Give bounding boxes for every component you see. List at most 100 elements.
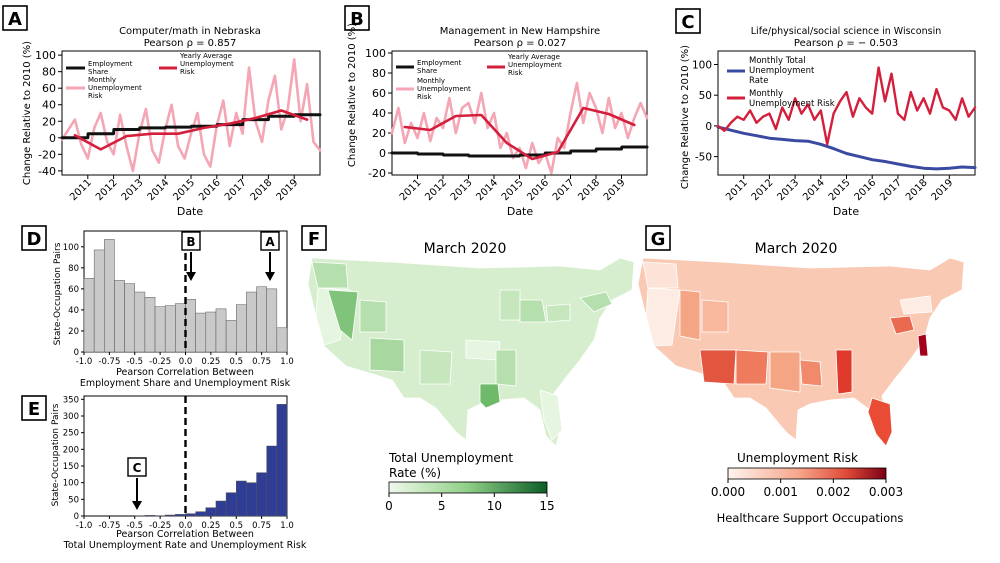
state-region	[899, 295, 933, 315]
state-region	[679, 289, 701, 341]
panel-e-ylabel: State-Occupation Pairs	[51, 403, 61, 506]
y-tick-label: 100	[35, 49, 56, 62]
x-tick-label: 0.75	[252, 357, 271, 367]
x-tick-label: -0.25	[149, 521, 171, 531]
state-region	[867, 397, 893, 447]
panel-b-xlabel: Date	[507, 205, 534, 218]
y-tick-label: 250	[63, 429, 79, 439]
x-tick-label: 2019	[275, 177, 301, 203]
panel-a-xlabel: Date	[177, 205, 204, 218]
y-tick-label: 0	[379, 147, 386, 160]
state-region	[799, 359, 823, 387]
series-line-yearly-average-unemployment-risk	[73, 109, 309, 151]
x-tick-label: 2013	[120, 177, 146, 203]
x-tick-label: 0.0	[179, 521, 193, 531]
series-line-monthly-total-unemployment-rate	[716, 125, 977, 171]
x-tick-label: -0.5	[126, 521, 143, 531]
state-region	[311, 261, 349, 289]
colorbar-tick-label: 0.001	[763, 485, 797, 499]
panel-d-label-box	[21, 225, 47, 251]
legend-label: Employment	[88, 60, 133, 68]
legend-label: Yearly Average	[507, 53, 560, 61]
panel-d-xlabel: Employment Share and Unemployment Risk	[80, 378, 291, 389]
state-region	[835, 349, 853, 395]
x-tick-label: -0.75	[98, 357, 120, 367]
legend-label: Employment	[417, 59, 462, 67]
colorbar-tick-label: 5	[438, 499, 446, 513]
colorbar-ticks: 0 5 10 15	[385, 493, 555, 513]
histogram-bar	[225, 492, 237, 517]
panel-e-axes: 0 50 100 150 200 250 300 350 -1.0 -0.75 -0.5 -0.25 0…	[63, 395, 294, 531]
legend-label: Risk	[508, 69, 523, 77]
panel-d-axes: 0 20 40 60 80 100 -1.0 -0.75 -0.5 -0.25 0.0 0.25 0.5…	[63, 230, 294, 367]
state-region	[545, 303, 571, 323]
marker-a-box	[260, 231, 280, 251]
legend-label: Unemployment Risk	[749, 99, 835, 109]
series-line-yearly-average-unemployment-risk	[403, 106, 636, 161]
legend-label: Unemployment	[88, 84, 142, 92]
panel-b: B Management in New Hampshire Pearson ρ …	[344, 5, 649, 218]
x-tick-label: 2019	[930, 177, 956, 203]
panel-d-label: D	[27, 229, 42, 250]
legend-label: Risk	[180, 68, 195, 76]
panel-c-title: Life/physical/social science in Wisconsi…	[751, 26, 941, 37]
histogram-bar	[205, 507, 217, 517]
legend-label: Unemployment	[180, 60, 234, 68]
y-tick-label: 100	[692, 60, 712, 72]
state-region	[519, 299, 547, 323]
histogram-bar	[185, 299, 196, 353]
histogram-bar	[93, 249, 105, 353]
panel-g-label-box	[645, 225, 671, 251]
x-tick-label: 2015	[827, 177, 853, 203]
panel-b-subtitle: Pearson ρ = 0.027	[474, 38, 567, 49]
panel-a-title: Computer/math in Nebraska	[119, 26, 261, 37]
x-tick-label: 2016	[853, 177, 879, 203]
y-tick-label: 20	[372, 127, 386, 140]
panel-c-ylabel: Change Relative to 2010 (%)	[680, 45, 691, 189]
state-region	[579, 291, 613, 313]
y-tick-label: 40	[372, 107, 386, 120]
state-region	[539, 389, 563, 441]
panel-b-label: B	[350, 9, 364, 30]
x-tick-label: 2015	[500, 177, 526, 203]
y-tick-label: 200	[63, 445, 79, 455]
histogram-bar	[195, 312, 207, 353]
y-tick-label: 40	[68, 306, 79, 316]
panel-a: A Computer/math in Nebraska Pearson ρ = …	[2, 5, 322, 218]
marker-b-box	[181, 231, 201, 251]
histogram-bar	[276, 404, 288, 517]
panel-e-marker-c: C	[127, 457, 147, 510]
x-tick-label: 1.0	[280, 357, 294, 367]
panel-f-colorbar: Total Unemployment Rate (%) 0 5 10 15	[385, 451, 554, 513]
y-tick-label: 50	[699, 90, 712, 102]
y-tick-label: 100	[365, 47, 386, 60]
colorbar-gradient	[727, 467, 887, 480]
panel-a-label-box	[2, 5, 28, 31]
legend-label: Unemployment	[417, 85, 471, 93]
histogram-bar	[175, 303, 186, 353]
x-tick-label: 0.0	[179, 357, 193, 367]
panel-d-marker-b: B	[181, 231, 201, 281]
histogram-bar	[164, 305, 176, 353]
x-tick-label: -0.75	[98, 521, 120, 531]
state-region	[465, 339, 501, 361]
panel-g: G March 2020 Unemployment Risk 0.000 0.00…	[637, 225, 965, 525]
x-tick-label: 2012	[750, 177, 776, 203]
state-region	[735, 349, 769, 385]
panel-f: F March 2020 Total Unemployment Rate (%)…	[301, 225, 635, 513]
colorbar-tick-label: 0.000	[711, 485, 745, 499]
histogram-bar	[225, 320, 237, 353]
legend-label: Unemployment	[508, 61, 562, 69]
colorbar-gradient	[388, 481, 548, 494]
y-tick-label: 80	[372, 67, 386, 80]
histogram-bar	[236, 480, 247, 517]
colorbar-title: Rate (%)	[389, 466, 441, 480]
series-line-monthly-unemployment-risk	[390, 81, 649, 175]
panel-f-title: March 2020	[424, 241, 507, 257]
x-tick-label: 2015	[171, 177, 197, 203]
panel-f-label-box	[301, 225, 327, 251]
x-tick-label: -1.0	[76, 357, 93, 367]
x-tick-label: 1.0	[280, 521, 294, 531]
panel-c-label-box	[675, 8, 701, 34]
